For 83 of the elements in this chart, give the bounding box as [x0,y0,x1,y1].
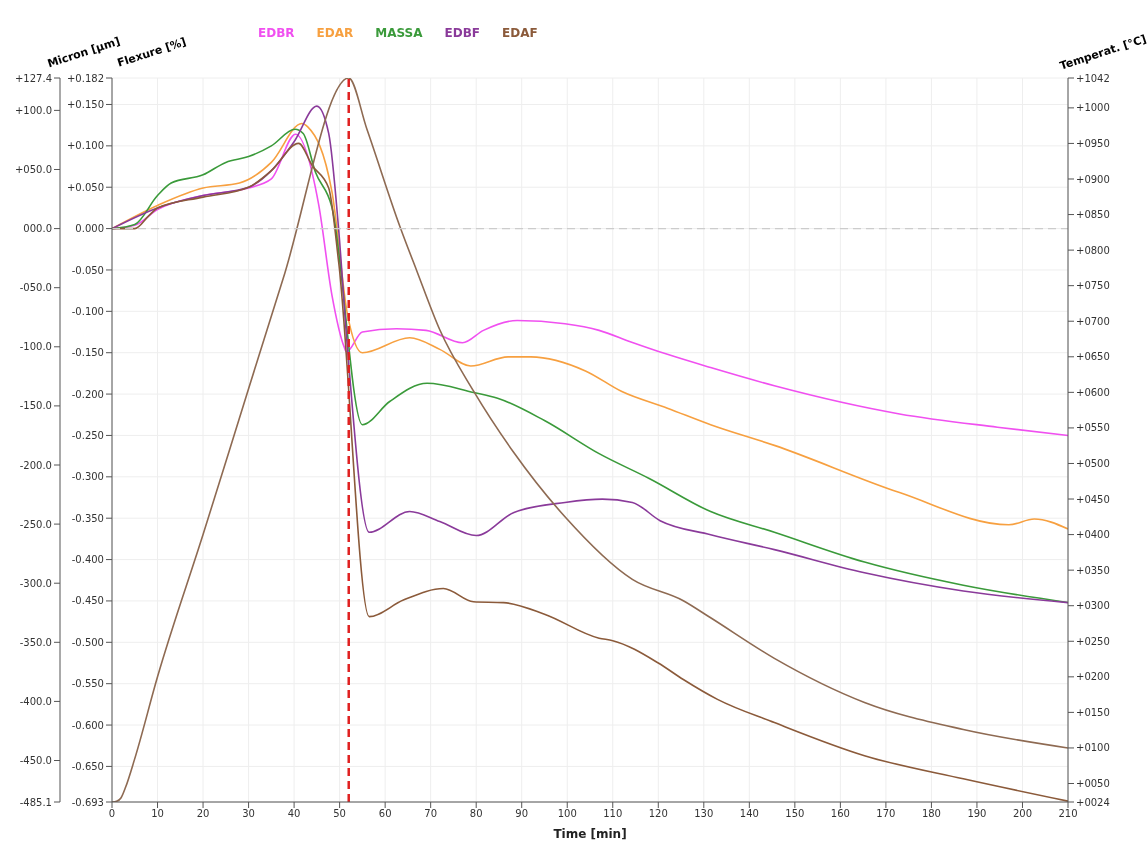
y2-tick-label: +0024 [1076,796,1110,808]
x-tick-label: 30 [242,808,255,820]
y3-tick-label: -485.1 [19,796,52,808]
x-tick-label: 20 [196,808,210,820]
y3-tick-label: -150.0 [19,400,52,412]
y-tick-label: -0.600 [71,719,104,731]
y3-tick-label: -250.0 [19,518,52,530]
y3-tick-label: -200.0 [19,459,52,471]
y2-tick-label: +0150 [1076,706,1110,718]
x-tick-label: 150 [785,808,805,820]
x-tick-label: 110 [603,808,623,820]
x-tick-label: 200 [1012,808,1033,820]
x-tick-label: 90 [515,808,529,820]
x-tick-label: 160 [830,808,850,820]
x-tick-label: 130 [694,808,714,820]
y-tick-label: +0.100 [66,140,104,152]
text: EDBF [444,26,481,40]
y-tick-label: +0.182 [66,72,104,84]
y3-tick-label: +050.0 [14,164,52,176]
y2-tick-label: +0400 [1076,529,1110,541]
y2-tick-label: +0200 [1076,671,1110,683]
y-tick-label: -0.693 [71,796,104,808]
y2-tick-label: +0100 [1076,742,1110,754]
y3-tick-label: -350.0 [19,636,52,648]
y2-tick-label: +0300 [1076,600,1110,612]
x-tick-label: 60 [378,808,392,820]
y2-tick-label: +0350 [1076,564,1110,576]
x-tick-label: 140 [739,808,759,820]
x-tick-label: 180 [921,808,941,820]
y2-tick-label: +0850 [1076,209,1110,221]
y2-tick-label: +0450 [1076,493,1110,505]
y3-tick-label: -400.0 [19,695,52,707]
text: MASSA [375,26,423,40]
y-tick-label: -0.150 [71,347,104,359]
y3-tick-label: +100.0 [14,104,52,116]
y3-tick-label: -300.0 [19,577,52,589]
y2-tick-label: +0250 [1076,635,1110,647]
y-tick-label: -0.650 [71,760,104,772]
y-tick-label: -0.400 [71,554,104,566]
x-tick-label: 70 [424,808,438,820]
y-tick-label: -0.050 [71,264,104,276]
y2-tick-label: +0900 [1076,173,1110,185]
x-tick-label: 210 [1058,808,1078,820]
x-tick-label: 0 [108,808,116,820]
x-tick-label: 170 [876,808,896,820]
x-tick-label: 50 [333,808,346,820]
y-tick-label: -0.250 [71,430,104,441]
y-tick-label: +0.150 [66,99,104,111]
x-axis-title: Time [min] [553,827,627,841]
y3-tick-label: -450.0 [19,755,52,767]
text: EDBR [258,26,295,40]
x-tick-label: 190 [967,808,987,820]
y-tick-label: -0.300 [71,471,104,483]
y2-tick-label: +0650 [1076,351,1110,363]
y2-tick-label: +0500 [1076,458,1110,470]
y2-tick-label: +1000 [1076,102,1110,114]
y2-tick-label: +0800 [1076,244,1110,256]
y2-tick-label: +0550 [1076,422,1110,434]
y2-tick-label: +0050 [1076,778,1110,790]
x-tick-label: 100 [557,808,577,820]
y-tick-label: 0.000 [75,223,104,235]
y3-tick-label: -100.0 [19,341,52,353]
y2-tick-label: +0750 [1076,280,1110,292]
x-tick-label: 10 [151,808,164,820]
y-tick-label: -0.200 [71,388,104,400]
y2-tick-label: +0950 [1076,137,1110,149]
y2-tick-label: +1042 [1076,72,1110,84]
y-tick-label: -0.500 [71,636,104,648]
y2-tick-label: +0700 [1076,315,1110,327]
y-tick-label: -0.450 [71,595,104,607]
x-tick-label: 120 [648,808,668,820]
y2-tick-label: +0600 [1076,386,1110,398]
y-tick-label: +0.050 [66,181,104,193]
y3-tick-label: 000.0 [23,223,52,235]
text: EDAR [316,26,354,40]
y3-tick-label: +127.4 [14,72,52,84]
y3-tick-label: -050.0 [19,282,52,294]
y-tick-label: -0.350 [71,512,104,524]
x-tick-label: 80 [469,808,483,820]
x-tick-label: 40 [287,808,301,820]
y-tick-label: -0.550 [71,678,104,690]
y-tick-label: -0.100 [71,305,104,317]
text: EDAF [502,26,538,40]
